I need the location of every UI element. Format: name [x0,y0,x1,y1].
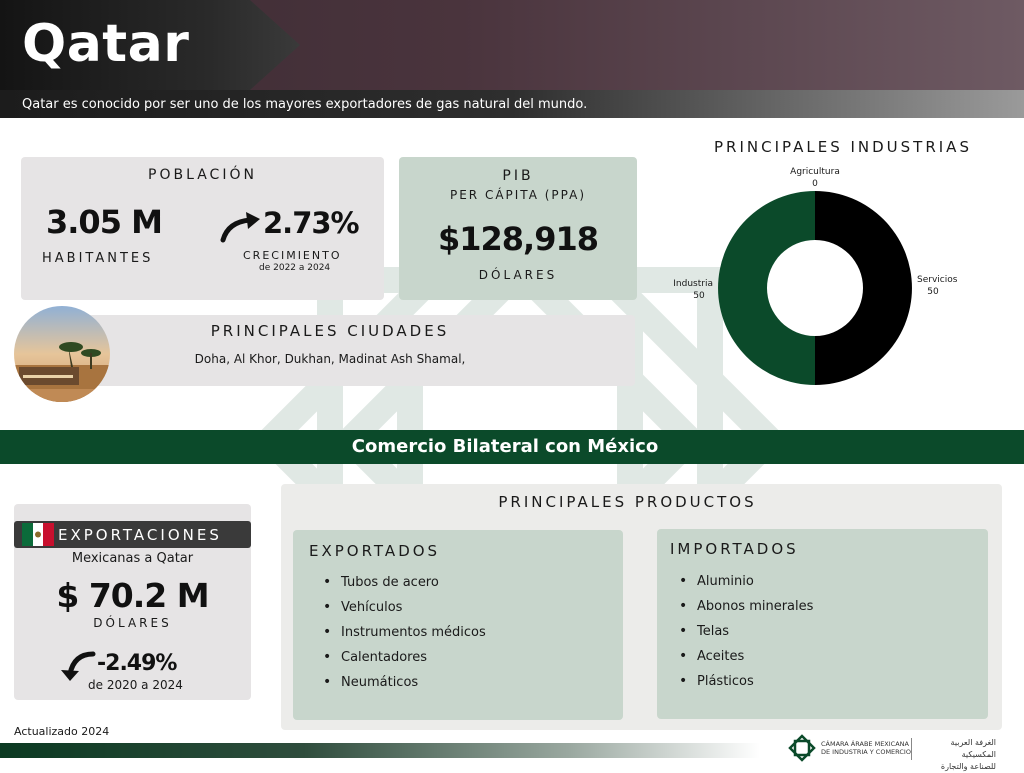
list-item: Aluminio [679,573,959,599]
list-item: Neumáticos [323,674,603,700]
slice-industria [718,191,815,385]
list-item: Calentadores [323,649,603,675]
exports-sublabel: Mexicanas a Qatar [71,551,194,566]
list-item: Abonos minerales [679,598,959,624]
subtitle-bar [0,90,1024,118]
list-item: Tubos de acero [323,574,603,600]
updated-note: Actualizado 2024 [14,725,110,738]
cities-card [60,315,635,386]
industries-donut-chart: Agricultura 0 Servicios 50 Industria 50 [673,167,958,385]
chamber-name: CÁMARA ÁRABE MEXICANA DE INDUSTRIA Y COM… [821,740,911,756]
population-unit: HABITANTES [42,251,154,266]
exports-period: de 2020 a 2024 [88,678,183,692]
mexico-flag-icon [22,523,54,546]
list-item: Telas [679,623,959,649]
slice-label-agricultura: Agricultura [790,167,840,177]
slice-servicios [815,191,912,385]
list-item: Plásticos [679,673,959,699]
gdp-card [399,157,637,300]
imported-label: IMPORTADOS [670,540,799,558]
slice-value-agricultura: 0 [812,179,818,189]
list-item: Aceites [679,648,959,674]
exports-label: EXPORTACIONES [58,526,222,544]
slice-value-servicios: 50 [927,287,939,297]
exports-unit: DÓLARES [93,616,172,630]
chart-title: PRINCIPALES INDUSTRIAS [714,138,972,156]
exported-label: EXPORTADOS [309,542,441,560]
list-item: Vehículos [323,599,603,625]
gdp-label: PIB [502,168,534,184]
chamber-logo-icon [788,734,816,762]
footer-divider [911,738,912,760]
slice-label-servicios: Servicios [917,275,958,285]
growth-value: 2.73% [263,206,360,240]
slice-value-industria: 50 [693,291,705,301]
growth-period: de 2022 a 2024 [259,263,331,273]
products-title: PRINCIPALES PRODUCTOS [498,493,757,511]
gdp-value: $128,918 [437,220,599,258]
gdp-sublabel: PER CÁPITA (PPA) [449,188,587,202]
header-arrow-shape [0,0,300,90]
imported-list: Aluminio Abonos minerales Telas Aceites … [679,573,959,699]
growth-arrow-icon [220,212,260,243]
list-item: Instrumentos médicos [323,624,603,650]
decline-arrow-icon [61,651,96,681]
city-photo [14,306,110,402]
cities-list: Doha, Al Khor, Dukhan, Madinat Ash Shama… [194,352,466,366]
gdp-unit: DÓLARES [478,268,558,282]
population-label: POBLACIÓN [148,167,257,183]
trade-band-title: Comercio Bilateral con México [351,436,659,457]
footer-gradient-bar [0,743,760,758]
exports-value: $ 70.2 M [56,576,209,615]
slice-label-industria: Industria [673,279,713,289]
page-subtitle: Qatar es conocido por ser uno de los may… [22,97,588,112]
exports-change: -2.49% [97,651,177,676]
trade-band [0,430,1024,464]
chamber-name-arabic: الغرفة العربية المكسيكية للصناعة والتجار… [940,738,996,771]
page-title: Qatar [22,14,190,74]
cities-label: PRINCIPALES CIUDADES [210,322,450,340]
population-card [21,157,384,300]
exported-list: Tubos de acero Vehículos Instrumentos mé… [323,574,603,700]
population-value: 3.05 M [46,203,163,241]
growth-label: CRECIMIENTO [243,249,342,262]
